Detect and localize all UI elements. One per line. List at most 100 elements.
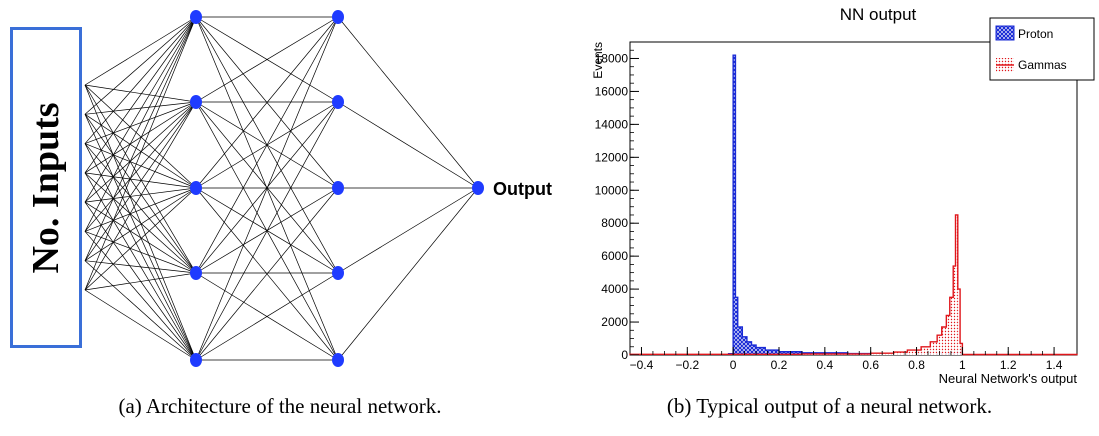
hidden-connection	[195, 101, 339, 274]
input-connection	[84, 16, 197, 232]
input-connection	[84, 16, 197, 174]
x-tick-label: 1	[959, 358, 966, 372]
hidden-layer-1-node	[190, 353, 202, 367]
histogram-bar	[953, 266, 956, 355]
histogram-bar	[955, 214, 958, 355]
figure-b-nn-output-histogram: NN output −0.4 −0.2 0 0.2 0.4 0.6 0.8 1 1.2 1.4 0 20…	[560, 0, 1099, 392]
input-connection	[84, 187, 197, 232]
histogram-bar	[751, 345, 757, 355]
output-connection	[337, 101, 479, 189]
hidden-layer-2-node	[332, 181, 344, 195]
y-tick-label: 16000	[595, 84, 629, 98]
y-tick-label: 8000	[601, 216, 628, 230]
y-tick-label: 10000	[595, 183, 629, 197]
input-connection	[84, 172, 197, 361]
input-connection	[84, 187, 197, 203]
input-connection	[84, 84, 197, 274]
legend: Proton Gammas	[989, 17, 1095, 81]
histogram-bar	[946, 315, 950, 355]
x-tick-label: 0.4	[817, 358, 834, 372]
hidden-connection	[195, 16, 339, 103]
y-tick-label: 14000	[595, 117, 629, 131]
y-tick-label: 0	[621, 348, 628, 362]
hidden-layer-1-node	[190, 95, 202, 109]
input-connection	[84, 101, 197, 174]
y-tick-label: 6000	[601, 249, 628, 263]
y-tick-label: 18000	[595, 51, 629, 65]
input-connection	[84, 101, 197, 232]
caption-b: (b) Typical output of a neural network.	[666, 394, 993, 418]
legend-label-gammas: Gammas	[1018, 58, 1067, 72]
input-connection	[84, 101, 197, 144]
input-connection	[84, 187, 197, 262]
histogram-bar	[937, 335, 942, 355]
input-connection	[84, 289, 197, 361]
histogram-bar	[733, 55, 736, 355]
y-tick-label: 4000	[601, 282, 628, 296]
input-connection	[84, 114, 197, 274]
hidden-connection	[195, 187, 339, 361]
y-tick-label: 2000	[601, 315, 628, 329]
histogram-bar	[893, 352, 908, 355]
connections	[84, 16, 479, 361]
hidden-connection	[195, 272, 339, 361]
input-connection	[84, 16, 197, 86]
hidden-connection	[195, 101, 339, 361]
legend-swatch-proton	[995, 25, 1015, 41]
hidden-layer-1-node	[190, 181, 202, 195]
input-connection	[84, 143, 197, 274]
output-connection	[337, 187, 479, 361]
output-connection	[337, 16, 479, 189]
hidden-layer-2-node	[332, 95, 344, 109]
network-diagram: Output	[84, 10, 552, 367]
chart-title: NN output	[840, 5, 917, 24]
input-connection	[84, 231, 197, 361]
input-connection	[84, 16, 197, 261]
hidden-connection	[195, 16, 339, 361]
inputs-box: No. Inputs	[10, 27, 82, 348]
input-connection	[84, 114, 197, 361]
input-connection	[84, 143, 197, 361]
input-connection	[84, 101, 197, 203]
histogram-bar	[957, 289, 961, 355]
x-tick-label: −0.2	[675, 358, 699, 372]
histogram-bar	[746, 341, 752, 355]
input-connection	[84, 172, 197, 189]
x-tick-label: 1.4	[1046, 358, 1063, 372]
x-axis-label: Neural Network's output	[939, 371, 1078, 386]
input-connection	[84, 143, 197, 189]
input-connection	[84, 16, 197, 144]
histogram-bar	[930, 341, 938, 355]
input-connection	[84, 172, 197, 274]
y-tick-label: 12000	[595, 150, 629, 164]
input-connection	[84, 272, 197, 291]
hidden-connection	[195, 16, 339, 189]
histogram-bar	[941, 326, 947, 355]
hidden-layer-2-node	[332, 10, 344, 24]
output-connection	[337, 187, 479, 274]
hidden-connection	[195, 16, 339, 274]
input-connection	[84, 16, 197, 203]
input-connection	[84, 101, 197, 261]
input-connection	[84, 201, 197, 274]
x-tick-label: 0.8	[908, 358, 925, 372]
output-label: Output	[493, 179, 552, 199]
input-connection	[84, 101, 197, 115]
input-connection	[84, 187, 197, 291]
hidden-layer-2-node	[332, 266, 344, 280]
input-connection	[84, 260, 197, 274]
hidden-layer-2-node	[332, 353, 344, 367]
histogram-bar	[765, 350, 779, 355]
output-node	[472, 181, 484, 195]
histogram-chart: NN output −0.4 −0.2 0 0.2 0.4 0.6 0.8 1 1.2 1.4 0 20…	[591, 5, 1095, 386]
input-connection	[84, 84, 197, 103]
input-connection	[84, 84, 197, 189]
input-connection	[84, 201, 197, 361]
histogram-bar	[907, 350, 922, 355]
histogram-bar	[949, 297, 954, 355]
x-tick-label: 0.6	[862, 358, 879, 372]
histogram-bar	[921, 346, 931, 355]
input-connection	[84, 260, 197, 361]
figure-a-network-architecture: Output No. Inputs	[0, 0, 560, 380]
input-connection	[84, 231, 197, 274]
